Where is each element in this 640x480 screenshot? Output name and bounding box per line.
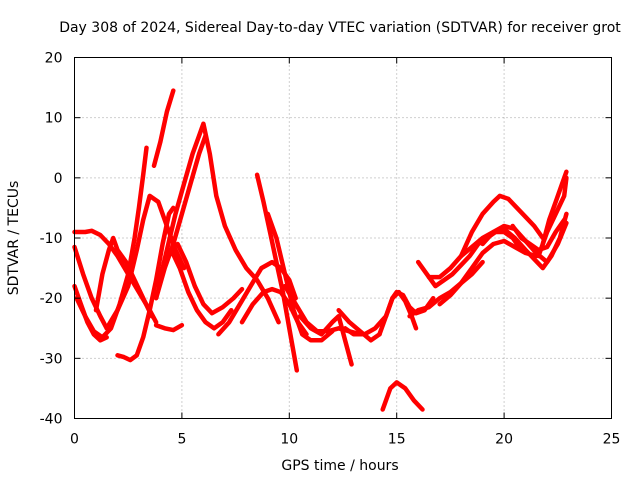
- series-line-s29: [480, 211, 569, 271]
- series-group: [72, 88, 569, 412]
- y-tick-label: -10: [40, 231, 63, 247]
- y-axis-label: SDTVAR / TECUs: [6, 181, 22, 296]
- y-tick-label: 10: [45, 111, 63, 127]
- x-tick-label: 10: [280, 432, 298, 448]
- x-tick-label: 5: [177, 432, 186, 448]
- series-line-s11: [153, 133, 208, 301]
- chart-title: Day 308 of 2024, Sidereal Day-to-day VTE…: [59, 20, 621, 36]
- series-line-s12: [168, 247, 234, 331]
- series-line-s13: [175, 241, 245, 316]
- series-line-s17: [265, 211, 335, 343]
- series-line-s6: [104, 193, 187, 331]
- series-line-s10: [151, 88, 176, 169]
- series-line-s23: [380, 380, 425, 412]
- series-line-s16: [254, 172, 300, 373]
- y-tick-label: -40: [40, 412, 63, 428]
- series-line-s19: [297, 313, 354, 367]
- y-tick-label: -30: [40, 351, 63, 367]
- series-line-s2: [72, 244, 109, 331]
- series-line-s26: [426, 193, 546, 280]
- series-line-s9: [156, 121, 281, 325]
- series-line-s20: [336, 307, 382, 343]
- series-line-s7: [115, 205, 176, 363]
- y-tick-label: 0: [54, 171, 63, 187]
- grid: [74, 57, 612, 419]
- ticks: 0 5 10 15 20 25 -40 -30 -20 -10 0 10 20: [40, 51, 621, 448]
- series-line-s32: [510, 217, 567, 253]
- x-tick-label: 20: [495, 432, 513, 448]
- series-line-s27: [437, 238, 539, 307]
- series-line-s24: [407, 259, 485, 319]
- y-tick-label: 20: [45, 51, 63, 67]
- y-tick-label: -20: [40, 291, 63, 307]
- series-line-s5: [93, 235, 155, 319]
- x-tick-label: 0: [70, 432, 79, 448]
- x-axis-label: GPS time / hours: [281, 458, 398, 474]
- x-tick-label: 25: [603, 432, 621, 448]
- series-line-s31: [536, 175, 569, 259]
- x-tick-label: 15: [388, 432, 406, 448]
- series-line-s8: [153, 322, 185, 333]
- series-line-s25: [415, 229, 524, 289]
